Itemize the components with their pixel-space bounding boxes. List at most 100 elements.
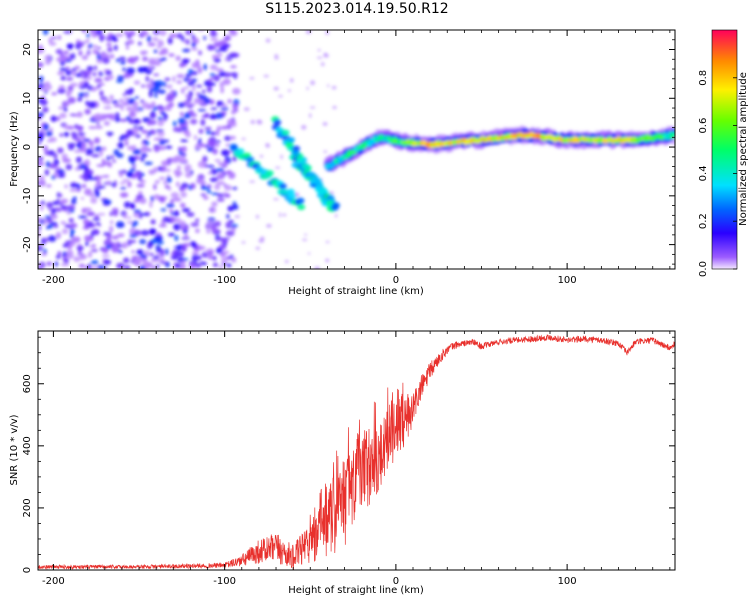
- noise-speck: [149, 112, 157, 119]
- noise-speck: [73, 149, 82, 153]
- noise-speck: [38, 75, 44, 83]
- noise-speck: [77, 166, 85, 170]
- noise-speck: [220, 107, 229, 111]
- noise-speck: [70, 131, 78, 137]
- noise-speck: [90, 248, 99, 253]
- noise-speck: [173, 155, 182, 163]
- noise-speck: [273, 86, 279, 91]
- noise-speck: [200, 193, 207, 197]
- noise-speck: [181, 207, 191, 213]
- noise-speck: [309, 113, 312, 118]
- noise-speck: [53, 224, 59, 228]
- noise-speck: [163, 81, 167, 88]
- noise-speck: [87, 101, 97, 109]
- noise-speck: [170, 90, 175, 93]
- noise-speck: [101, 158, 106, 166]
- noise-speck: [203, 63, 208, 71]
- noise-speck: [117, 141, 124, 149]
- noise-speck: [176, 33, 183, 39]
- noise-speck: [38, 230, 41, 238]
- noise-speck: [331, 85, 337, 90]
- snr-y-tick-label: 400: [22, 436, 33, 455]
- noise-speck: [327, 84, 330, 88]
- noise-speck: [118, 249, 123, 254]
- noise-speck: [93, 44, 98, 48]
- noise-speck: [139, 179, 146, 184]
- noise-speck: [120, 169, 124, 178]
- noise-speck: [169, 33, 177, 38]
- noise-speck: [138, 265, 146, 269]
- noise-speck: [212, 255, 217, 261]
- noise-speck: [122, 93, 127, 97]
- noise-speck: [205, 144, 210, 148]
- noise-speck: [108, 133, 112, 137]
- noise-speck: [119, 118, 128, 122]
- noise-speck: [181, 35, 185, 42]
- noise-speck: [76, 111, 83, 118]
- noise-speck: [124, 89, 134, 96]
- noise-speck: [177, 117, 186, 125]
- noise-speck: [38, 216, 42, 224]
- signal-band: [323, 125, 675, 173]
- noise-speck: [194, 144, 203, 150]
- noise-speck: [38, 156, 44, 161]
- noise-speck: [183, 242, 191, 247]
- noise-speck: [197, 255, 202, 261]
- noise-speck: [209, 64, 218, 71]
- noise-speck: [41, 252, 48, 256]
- noise-speck: [82, 174, 90, 182]
- noise-speck: [55, 166, 61, 171]
- snr-plot-area: [38, 334, 675, 570]
- noise-speck: [200, 118, 206, 126]
- page-title: S115.2023.014.19.50.R12: [265, 1, 449, 17]
- noise-speck: [180, 87, 185, 94]
- noise-speck: [62, 158, 72, 163]
- noise-speck: [113, 104, 122, 108]
- noise-speck: [46, 261, 53, 266]
- noise-speck: [158, 176, 166, 181]
- spectrogram-x-tick-label: 100: [558, 275, 577, 286]
- noise-speck: [56, 116, 61, 122]
- noise-speck: [179, 62, 185, 68]
- noise-speck: [125, 116, 131, 121]
- noise-speck: [56, 198, 60, 204]
- noise-speck: [119, 56, 126, 61]
- noise-speck: [216, 193, 225, 198]
- noise-speck: [94, 77, 103, 83]
- noise-speck: [190, 262, 196, 269]
- noise-speck: [259, 154, 264, 158]
- noise-speck: [249, 180, 256, 183]
- noise-speck: [50, 213, 58, 220]
- noise-speck: [127, 216, 132, 219]
- noise-speck: [216, 100, 224, 106]
- noise-speck: [222, 250, 230, 254]
- colorbar-ticks: 0.0 0.2 0.4 0.6 0.8: [698, 70, 737, 277]
- snr-y-tick-label: 0: [22, 567, 33, 573]
- noise-speck: [182, 129, 190, 135]
- noise-speck: [140, 213, 149, 216]
- noise-speck: [44, 237, 49, 243]
- noise-speck: [223, 35, 231, 42]
- colorbar-tick-label: 0.4: [698, 165, 709, 181]
- noise-speck: [90, 266, 99, 269]
- noise-speck: [77, 132, 86, 136]
- noise-speck: [166, 203, 175, 208]
- noise-speck: [215, 129, 220, 137]
- noise-speck: [201, 186, 211, 190]
- noise-speck: [176, 80, 183, 84]
- noise-speck: [127, 39, 135, 45]
- noise-speck: [90, 32, 97, 38]
- noise-speck: [113, 212, 118, 217]
- noise-speck: [63, 50, 70, 55]
- noise-speck: [153, 49, 158, 54]
- noise-speck: [83, 219, 90, 225]
- noise-speck: [149, 129, 156, 135]
- noise-speck: [180, 111, 184, 117]
- noise-speck: [170, 198, 174, 204]
- noise-speck: [105, 244, 112, 250]
- noise-speck: [215, 140, 221, 143]
- noise-speck: [220, 149, 230, 156]
- noise-speck: [332, 105, 337, 109]
- noise-speck: [146, 35, 152, 43]
- noise-speck: [115, 33, 124, 37]
